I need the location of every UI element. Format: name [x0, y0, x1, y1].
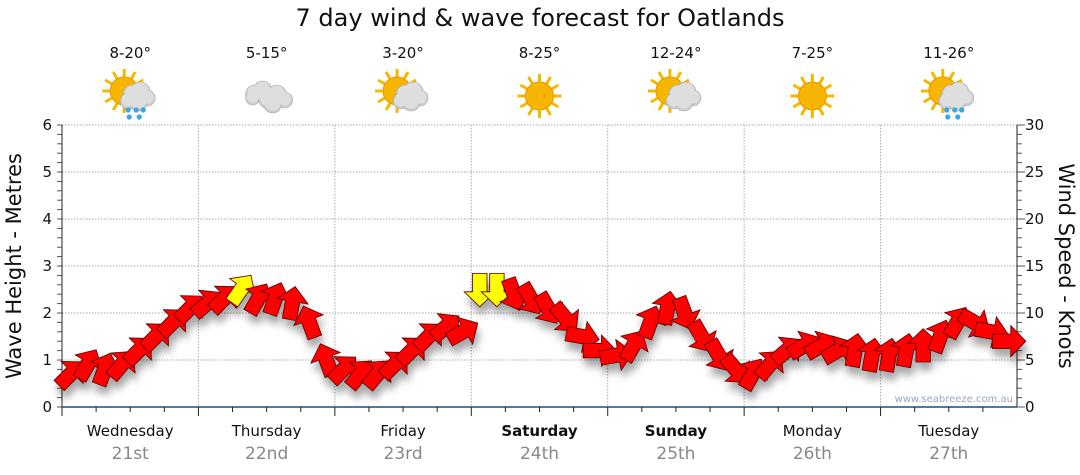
- chart-title: 7 day wind & wave forecast for Oatlands: [295, 4, 785, 32]
- wind-arrow: [444, 316, 479, 347]
- sun-ray: [377, 96, 387, 104]
- sun-cloud-rain-icon: [920, 69, 975, 120]
- date-label: 22nd: [245, 444, 288, 464]
- sun-ray: [519, 101, 529, 109]
- right-tick-label: 5: [1025, 351, 1035, 369]
- sun-ray: [922, 78, 933, 86]
- cloud-icon: [245, 80, 293, 114]
- left-tick-label: 0: [42, 398, 52, 416]
- date-label: 25th: [656, 444, 695, 464]
- sun-ray: [792, 101, 802, 109]
- rain-drop: [955, 114, 961, 120]
- left-tick-label: 2: [42, 304, 52, 322]
- right-tick-label: 15: [1025, 257, 1044, 275]
- rain-drop: [136, 114, 142, 120]
- cloud-puff: [265, 95, 281, 111]
- sun-ray: [550, 83, 560, 91]
- sun-ray: [377, 78, 387, 86]
- right-axis-label: Wind Speed - Knots: [1054, 163, 1078, 368]
- temperature-range: 5-15°: [246, 44, 288, 62]
- date-label: 21st: [112, 444, 149, 464]
- wind-arrow: [618, 330, 649, 365]
- day-label: Friday: [380, 422, 426, 440]
- left-tick-label: 3: [42, 257, 52, 275]
- cloud-puff: [247, 91, 259, 103]
- wind-arrow: [548, 300, 580, 332]
- rain-drop: [126, 114, 132, 120]
- cloud-puff: [130, 93, 146, 109]
- date-label: 24th: [520, 444, 559, 464]
- sun-cloud-icon: [375, 69, 429, 113]
- left-tick-label: 1: [42, 351, 52, 369]
- sun-disc: [797, 81, 827, 111]
- left-tick-label: 6: [42, 116, 52, 134]
- temperature-range: 3-20°: [382, 44, 424, 62]
- temperature-range: 11-26°: [923, 44, 974, 62]
- day-label: Monday: [783, 422, 842, 440]
- sun-icon: [517, 74, 562, 118]
- left-tick-label: 4: [42, 210, 52, 228]
- right-tick-label: 10: [1025, 304, 1044, 322]
- date-label: 23rd: [384, 444, 423, 464]
- right-tick-label: 0: [1025, 398, 1035, 416]
- date-label: 27th: [929, 444, 968, 464]
- rain-drop: [944, 107, 950, 113]
- day-label: Sunday: [645, 422, 708, 440]
- temperature-range: 8-25°: [519, 44, 561, 62]
- sun-cloud-rain-icon: [102, 69, 156, 120]
- rain-drop: [140, 107, 146, 113]
- rain-drop: [125, 107, 131, 113]
- temperature-range: 12-24°: [650, 44, 701, 62]
- sun-ray: [922, 96, 933, 104]
- left-axis-label: Wave Height - Metres: [2, 153, 26, 379]
- sun-ray: [550, 101, 560, 109]
- sun-disc: [525, 81, 554, 111]
- temperature-range: 7-25°: [792, 44, 834, 62]
- wind-arrow: [991, 324, 1027, 358]
- rain-drop: [133, 107, 139, 113]
- wind-arrow: [293, 305, 325, 341]
- rain-drop: [952, 107, 958, 113]
- left-tick-label: 5: [42, 163, 52, 181]
- cloud-puff: [676, 93, 692, 109]
- wind-arrow: [906, 328, 940, 363]
- watermark: www.seabreeze.com.au: [895, 394, 1013, 405]
- sun-ray: [822, 101, 833, 109]
- day-label: Saturday: [501, 422, 578, 440]
- rain-drop: [945, 114, 951, 120]
- cloud-puff: [278, 92, 292, 106]
- rain-drop: [959, 107, 965, 113]
- right-tick-label: 30: [1025, 116, 1044, 134]
- date-label: 26th: [793, 444, 832, 464]
- day-label: Tuesday: [917, 422, 979, 440]
- wind-arrow: [669, 294, 701, 330]
- sun-ray: [650, 78, 660, 86]
- wind-arrow: [276, 286, 309, 322]
- wind-arrow: [225, 274, 256, 308]
- sun-cloud-icon: [647, 69, 702, 113]
- day-label: Wednesday: [87, 422, 174, 440]
- right-tick-label: 25: [1025, 163, 1044, 181]
- right-tick-label: 20: [1025, 210, 1044, 228]
- day-label: Thursday: [231, 422, 302, 440]
- cloud-puff: [403, 93, 419, 109]
- sun-ray: [822, 83, 833, 91]
- sun-ray: [792, 83, 802, 91]
- temperature-range: 8-20°: [109, 44, 151, 62]
- sun-icon: [790, 74, 835, 118]
- cloud-puff: [949, 93, 965, 109]
- wind-arrow: [838, 333, 872, 369]
- sun-ray: [650, 96, 660, 104]
- sun-ray: [519, 83, 529, 91]
